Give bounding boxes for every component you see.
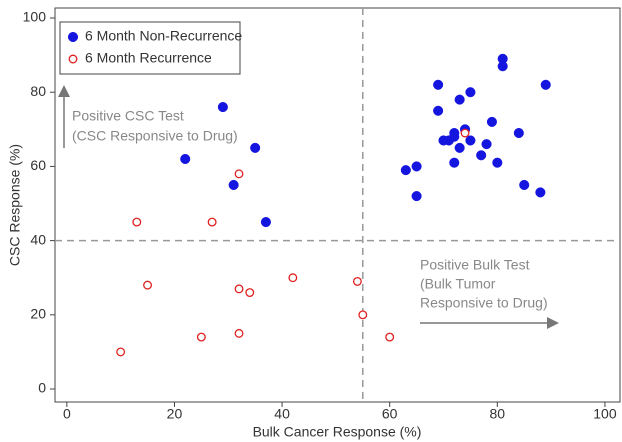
point (196, 332, 206, 342)
point (400, 165, 411, 176)
point (513, 127, 524, 139)
point (460, 128, 470, 138)
x-tick-label: 80 (490, 406, 506, 422)
y-axis-label: CSC Response (%) (7, 144, 23, 266)
point (540, 79, 551, 90)
point (228, 179, 239, 191)
x-tick-label: 100 (593, 406, 617, 422)
point (465, 87, 476, 98)
legend-label: 6 Month Recurrence (85, 50, 212, 66)
point (481, 139, 492, 150)
x-tick-label: 60 (382, 406, 398, 422)
legend-marker (68, 54, 78, 64)
annotation: Positive Bulk Test (420, 257, 530, 273)
point (234, 328, 244, 338)
y-tick-label: 40 (30, 231, 46, 247)
point (449, 131, 460, 142)
point (476, 150, 487, 161)
point (250, 142, 261, 153)
x-tick-label: 20 (167, 406, 183, 422)
point (245, 288, 255, 298)
point (535, 187, 546, 198)
point (385, 332, 395, 342)
annotation: (CSC Responsive to Drug) (72, 128, 238, 144)
point (411, 161, 422, 172)
point (143, 280, 153, 290)
y-tick-label: 80 (30, 83, 46, 99)
point (260, 217, 271, 228)
point (449, 157, 460, 168)
point (433, 105, 444, 116)
point (288, 273, 298, 283)
x-tick-label: 40 (274, 406, 290, 422)
point (234, 169, 244, 179)
annotation: (Bulk Tumor (420, 276, 496, 292)
point (358, 310, 368, 320)
y-tick-label: 100 (23, 9, 47, 25)
point (433, 79, 444, 90)
point (519, 179, 530, 191)
point (454, 142, 465, 153)
point (438, 135, 449, 146)
y-tick-label: 60 (30, 157, 46, 173)
point (411, 191, 422, 202)
point (132, 217, 142, 227)
point (116, 347, 126, 357)
legend-label: 6 Month Non-Recurrence (85, 28, 242, 44)
point (234, 284, 244, 294)
point (217, 102, 228, 113)
point (207, 217, 217, 227)
legend-box (59, 21, 241, 75)
point (454, 94, 465, 105)
point (352, 276, 362, 286)
point (492, 157, 503, 168)
x-axis-label: Bulk Cancer Response (%) (253, 424, 422, 440)
legend-marker (67, 31, 79, 43)
point (465, 135, 476, 146)
y-tick-label: 0 (38, 380, 46, 396)
point (180, 153, 191, 165)
point (486, 116, 497, 127)
plot-frame (54, 7, 621, 403)
y-tick-label: 20 (30, 306, 46, 322)
point (497, 61, 508, 72)
annotation: Positive CSC Test (72, 108, 184, 124)
annotation: Responsive to Drug) (420, 295, 548, 311)
x-tick-label: 0 (63, 406, 71, 422)
